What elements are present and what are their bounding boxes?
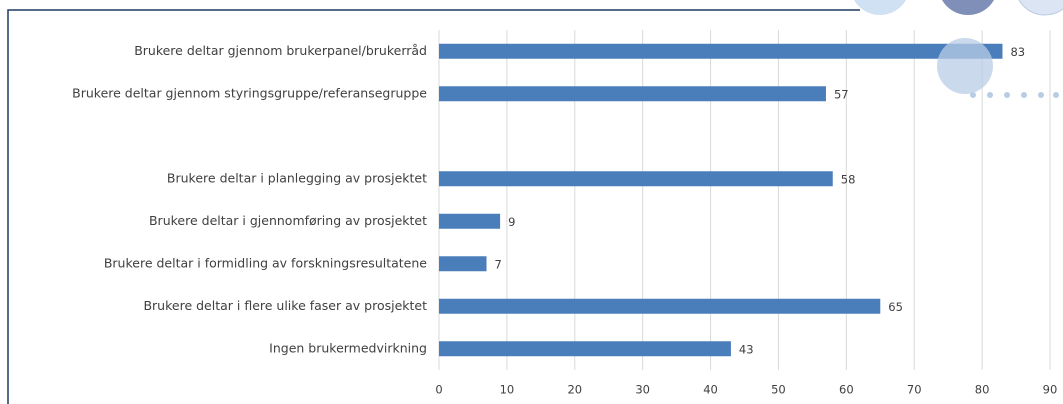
page: 0 10 20 30 40 50 60 70 80 90 Brukere deltar gjenno… — [0, 0, 1063, 404]
data-label: 65 — [888, 300, 903, 314]
x-tick-label: 10 — [500, 383, 515, 397]
data-label: 83 — [1010, 45, 1025, 59]
x-tick-label: 90 — [1043, 383, 1058, 397]
x-tick-label: 40 — [703, 383, 718, 397]
y-tick-label: Brukere deltar i formidling av forskning… — [104, 255, 427, 270]
y-tick-label: Brukere deltar i planlegging av prosjekt… — [167, 170, 427, 185]
data-label: 9 — [508, 215, 515, 229]
y-tick-label: Brukere deltar i flere ulike faser av pr… — [143, 298, 427, 313]
decor-circle — [937, 38, 993, 94]
data-label: 43 — [739, 342, 754, 356]
y-tick-label: Brukere deltar gjennom styringsgruppe/re… — [72, 85, 427, 100]
x-tick-label: 20 — [567, 383, 582, 397]
bar — [439, 86, 826, 101]
y-tick-label: Brukere deltar gjennom brukerpanel/bruke… — [134, 43, 427, 58]
chart: 0 10 20 30 40 50 60 70 80 90 Brukere deltar gjenno… — [0, 0, 1063, 404]
x-tick-label: 0 — [435, 383, 442, 397]
y-tick-label: Brukere deltar i gjennomføring av prosje… — [149, 213, 427, 228]
x-tick-label: 80 — [975, 383, 990, 397]
x-tick-label: 70 — [907, 383, 922, 397]
y-tick-label: Ingen brukermedvirkning — [269, 340, 427, 355]
data-label: 7 — [495, 257, 502, 271]
data-label: 57 — [834, 87, 849, 101]
x-tick-label: 60 — [839, 383, 854, 397]
x-tick-label: 30 — [635, 383, 650, 397]
bar — [439, 256, 487, 271]
bar — [439, 171, 833, 186]
bar — [439, 214, 500, 229]
bar — [439, 341, 731, 356]
data-label: 58 — [841, 172, 856, 186]
bar — [439, 44, 1002, 59]
bar — [439, 299, 880, 314]
x-tick-label: 50 — [771, 383, 786, 397]
